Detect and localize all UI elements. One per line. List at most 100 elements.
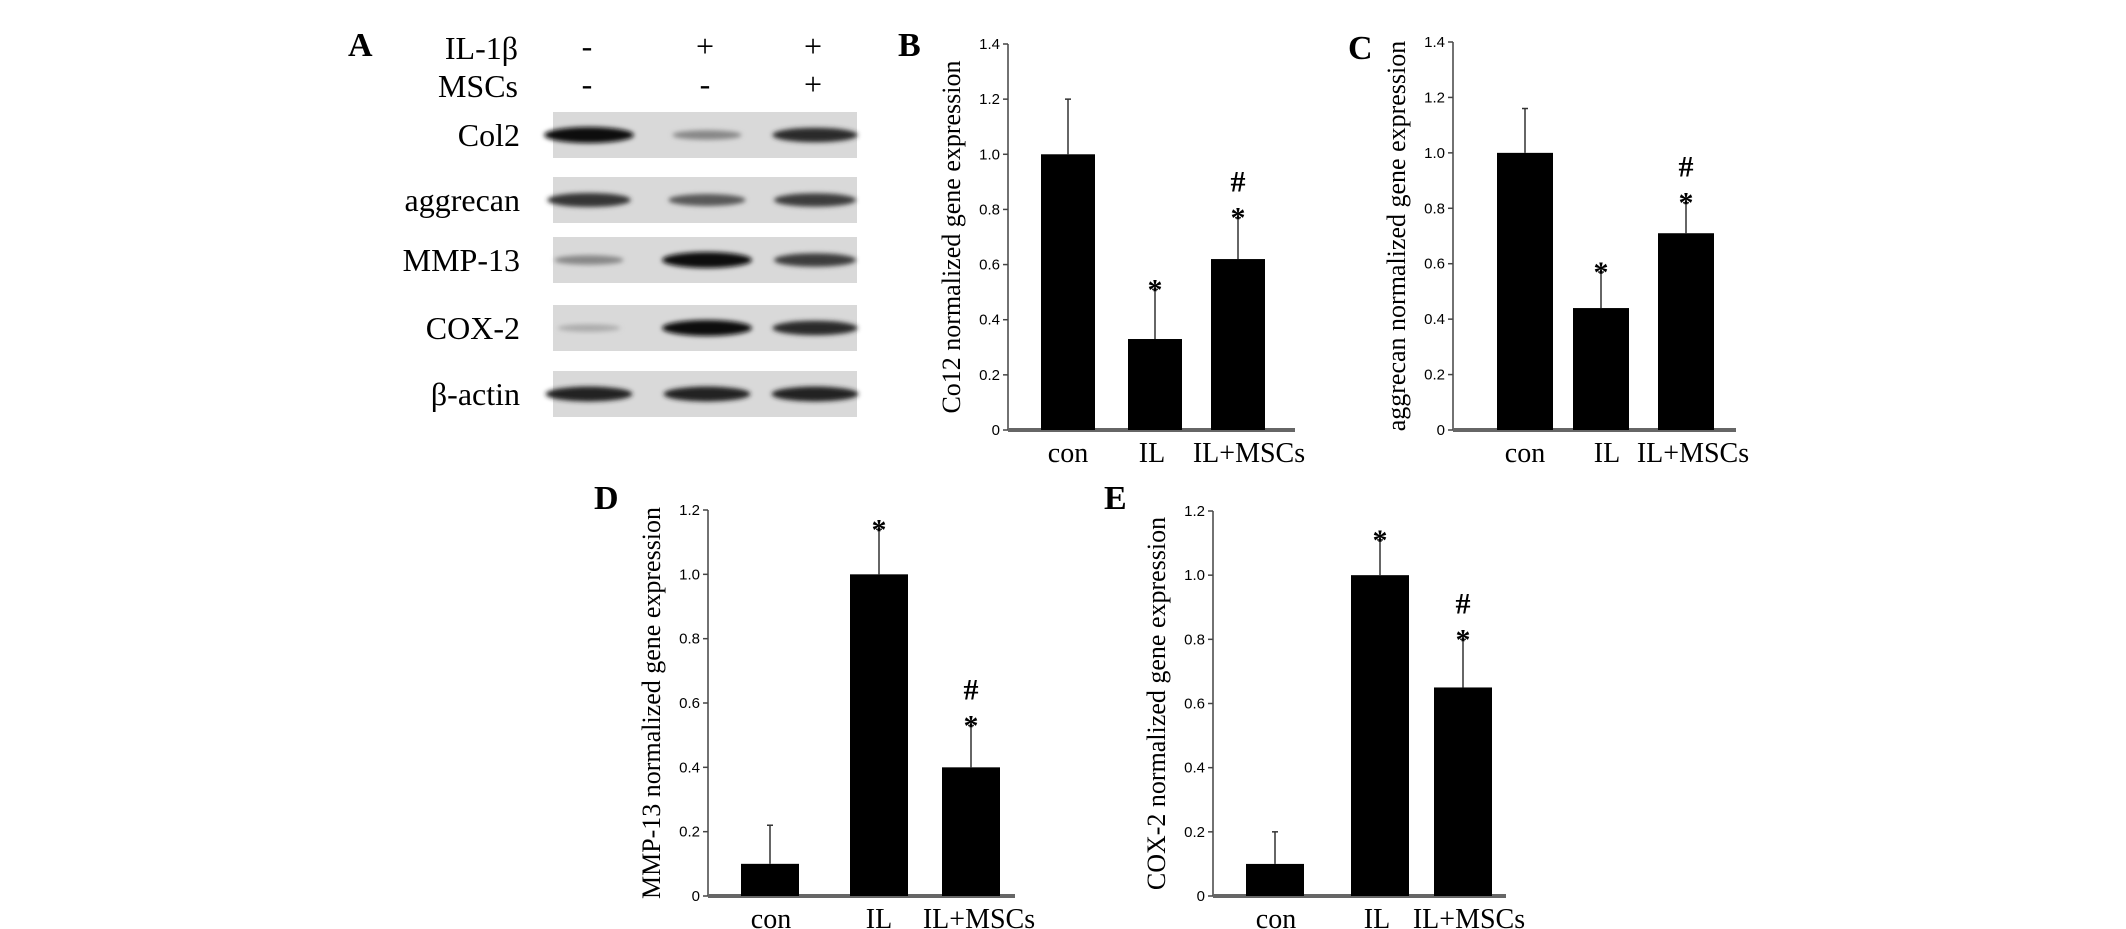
y-tick-label: 0.8 [1184, 631, 1205, 648]
lane-sign: - [582, 28, 593, 64]
y-tick-label: 1.0 [979, 146, 1000, 163]
y-tick-label: 0.6 [1424, 256, 1445, 273]
y-tick-label: 0.6 [679, 695, 700, 712]
y-axis-label: aggrecan normalized gene expression [1382, 41, 1411, 432]
y-tick-label: 0.6 [1184, 696, 1205, 713]
y-axis-label: MMP-13 normalized gene expression [637, 507, 666, 899]
x-category-label: IL+MSCs [1193, 438, 1305, 469]
y-tick-label: 1.2 [1184, 503, 1205, 520]
lane-sign: - [700, 66, 711, 102]
bar [1211, 259, 1265, 430]
bar [741, 863, 799, 896]
blot-band [774, 253, 856, 267]
panel-letter-a: A [348, 27, 373, 64]
bar [1573, 308, 1629, 430]
x-category-label: IL [1594, 438, 1620, 469]
lane-sign: + [804, 66, 822, 102]
y-tick-label: 0.8 [679, 631, 700, 648]
panel-letter: C [1348, 30, 1373, 67]
blot-label: β-actin [431, 376, 520, 412]
panel-letter: B [898, 27, 921, 64]
y-tick-label: 0.2 [979, 367, 1000, 384]
chart-panel-e: E 0 0.2 0.4 0.6 0.8 1.0 1.2 COX-2 normalized gen… [1104, 480, 1525, 929]
y-axis-label: COX-2 normalized gene expression [1142, 517, 1171, 890]
y-tick-label: 0.2 [679, 824, 700, 841]
y-tick-label: 1.0 [679, 566, 700, 583]
bar [1497, 152, 1553, 430]
blot-band [672, 130, 742, 140]
blot-label: aggrecan [405, 182, 520, 218]
blot-band [772, 320, 858, 336]
y-tick-label: 0.8 [979, 201, 1000, 218]
y-tick-label: 0.2 [1424, 367, 1445, 384]
lane-sign: + [696, 28, 714, 64]
bar [1041, 154, 1095, 431]
chart-panel-d: D 0 0.2 0.4 0.6 0.8 1.0 1.2 MMP-13 normalized ge… [594, 480, 1035, 929]
blot-band [554, 255, 624, 265]
blot-label: MMP-13 [403, 242, 520, 278]
blot-label: COX-2 [426, 310, 520, 346]
significance-mark: # [1456, 587, 1471, 620]
significance-mark: * [1594, 256, 1609, 289]
y-tick-label: 0.2 [1184, 824, 1205, 841]
y-axis-label: Co12 normalized gene expression [937, 60, 966, 413]
significance-mark: # [1231, 166, 1246, 199]
significance-mark: # [964, 674, 979, 707]
significance-mark: * [1231, 202, 1246, 235]
x-category-label: con [1505, 438, 1545, 469]
bar [942, 767, 1000, 896]
lane-sign: + [804, 28, 822, 64]
blot-band [662, 252, 752, 268]
y-tick-label: 0.4 [1424, 311, 1445, 328]
x-category-label: con [1256, 904, 1296, 929]
lane-sign: - [582, 66, 593, 102]
blot-band [544, 127, 634, 143]
y-tick-label: 0 [692, 888, 700, 905]
panel-letter: E [1104, 480, 1127, 517]
y-tick-label: 1.0 [1184, 567, 1205, 584]
blot-band [668, 194, 746, 206]
significance-mark: # [1679, 151, 1694, 184]
x-category-label: IL [1139, 438, 1165, 469]
significance-mark: * [964, 710, 979, 743]
y-tick-label: 0.4 [1184, 760, 1205, 777]
x-category-label: IL+MSCs [923, 904, 1035, 929]
significance-mark: * [1456, 623, 1471, 656]
bar [1434, 687, 1492, 896]
y-tick-label: 0.4 [979, 312, 1000, 329]
blot-band [772, 127, 858, 143]
blot-label: Col2 [458, 117, 520, 153]
blot-band [663, 386, 751, 402]
blot-band [774, 193, 856, 207]
x-category-label: IL [866, 904, 892, 929]
panel-letter: D [594, 480, 619, 517]
x-category-label: IL+MSCs [1413, 904, 1525, 929]
bar [1246, 863, 1304, 896]
x-category-label: con [1048, 438, 1088, 469]
y-tick-label: 1.4 [979, 36, 1000, 53]
y-tick-label: 1.2 [679, 502, 700, 519]
chart-panel-c: C 0 0.2 0.4 0.6 0.8 1.0 1.2 1.4 aggrecan normaliz… [1348, 30, 1749, 469]
treatment-label-il1b: IL-1β [445, 30, 518, 66]
treatment-label-mscs: MSCs [438, 68, 518, 104]
y-tick-label: 0.8 [1424, 200, 1445, 217]
y-tick-label: 0 [1437, 422, 1445, 439]
bar [1658, 233, 1714, 430]
blot-band [545, 386, 633, 402]
significance-mark: * [1679, 187, 1694, 220]
y-tick-label: 1.4 [1424, 34, 1445, 51]
y-tick-label: 0.6 [979, 257, 1000, 274]
blot-band [547, 193, 631, 207]
y-tick-label: 0 [1197, 888, 1205, 905]
chart-panel-b: B 0 0.2 0.4 0.6 0.8 1.0 1.2 1.4 Co12 normalized g… [898, 27, 1305, 469]
blot-band [771, 386, 859, 402]
bar [1128, 339, 1182, 430]
x-category-label: con [751, 904, 791, 929]
y-tick-label: 1.2 [979, 91, 1000, 108]
bar [1351, 575, 1409, 896]
blot-rows: Col2 aggrecan MMP-13 COX-2 β-actin [403, 112, 859, 417]
blot-band [557, 324, 621, 332]
y-tick-label: 1.0 [1424, 145, 1445, 162]
bar [850, 574, 908, 896]
